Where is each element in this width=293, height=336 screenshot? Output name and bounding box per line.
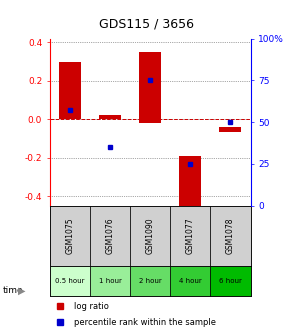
Bar: [50, 266, 90, 296]
Text: GSM1078: GSM1078: [226, 217, 235, 254]
Bar: [179, 156, 201, 206]
Text: GDS115 / 3656: GDS115 / 3656: [99, 17, 194, 30]
Bar: [219, 127, 241, 132]
Text: 1 hour: 1 hour: [98, 278, 122, 284]
Text: log ratio: log ratio: [74, 302, 109, 311]
Bar: [170, 266, 210, 296]
Text: 2 hour: 2 hour: [139, 278, 161, 284]
Text: GSM1090: GSM1090: [146, 217, 155, 254]
Bar: [210, 206, 251, 266]
Bar: [139, 52, 161, 123]
Text: time: time: [3, 286, 23, 295]
Text: percentile rank within the sample: percentile rank within the sample: [74, 318, 216, 327]
Bar: [90, 266, 130, 296]
Text: 6 hour: 6 hour: [219, 278, 242, 284]
Bar: [130, 206, 170, 266]
Text: ▶: ▶: [18, 286, 26, 296]
Bar: [90, 206, 130, 266]
Text: 0.5 hour: 0.5 hour: [55, 278, 85, 284]
Bar: [130, 266, 170, 296]
Text: GSM1076: GSM1076: [105, 217, 115, 254]
Text: GSM1075: GSM1075: [65, 217, 74, 254]
Bar: [99, 116, 121, 119]
Text: 4 hour: 4 hour: [179, 278, 202, 284]
Bar: [210, 266, 251, 296]
Text: GSM1077: GSM1077: [186, 217, 195, 254]
Bar: [50, 206, 90, 266]
Bar: [170, 206, 210, 266]
Bar: [59, 62, 81, 119]
